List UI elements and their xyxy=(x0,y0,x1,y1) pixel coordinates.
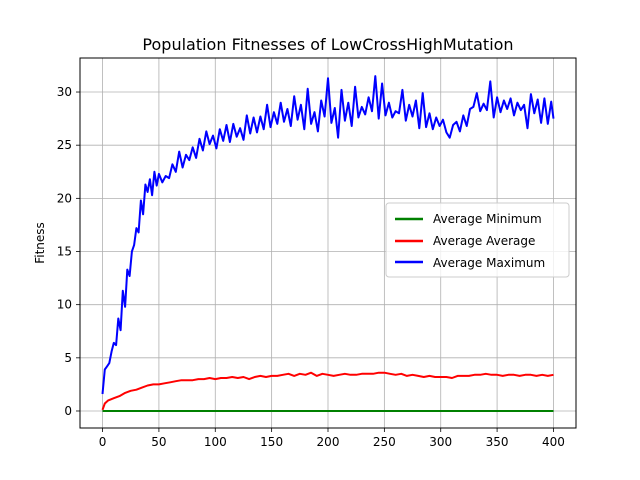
y-tick-label: 20 xyxy=(57,191,72,205)
y-tick-label: 0 xyxy=(64,404,72,418)
legend-box xyxy=(385,202,570,278)
series-line-average-maximum xyxy=(101,75,555,395)
y-tick-label: 25 xyxy=(57,138,72,152)
x-tick-label: 0 xyxy=(99,435,107,449)
axis-ticks: 0 50 100 150 200 250 300 350 400 0 5 10 15 20 25 30 xyxy=(57,85,565,449)
x-tick-label: 250 xyxy=(373,435,396,449)
x-tick-label: 350 xyxy=(486,435,509,449)
legend: Average Minimum Average Average Average … xyxy=(385,202,570,278)
x-tick-label: 400 xyxy=(542,435,565,449)
x-tick-label: 300 xyxy=(429,435,452,449)
x-tick-label: 100 xyxy=(204,435,227,449)
legend-label-minimum: Average Minimum xyxy=(433,212,542,226)
chart-title: Population Fitnesses of LowCrossHighMuta… xyxy=(142,35,513,54)
x-tick-label: 150 xyxy=(260,435,283,449)
plot-area xyxy=(101,75,555,412)
y-tick-label: 10 xyxy=(57,298,72,312)
legend-label-maximum: Average Maximum xyxy=(433,256,545,270)
y-tick-label: 15 xyxy=(57,245,72,259)
x-tick-label: 200 xyxy=(317,435,340,449)
y-tick-label: 5 xyxy=(64,351,72,365)
x-tick-label: 50 xyxy=(151,435,166,449)
legend-label-average: Average Average xyxy=(433,234,535,248)
y-axis-label: Fitness xyxy=(33,222,47,264)
y-tick-label: 30 xyxy=(57,85,72,99)
series-line-average-average xyxy=(101,371,554,411)
